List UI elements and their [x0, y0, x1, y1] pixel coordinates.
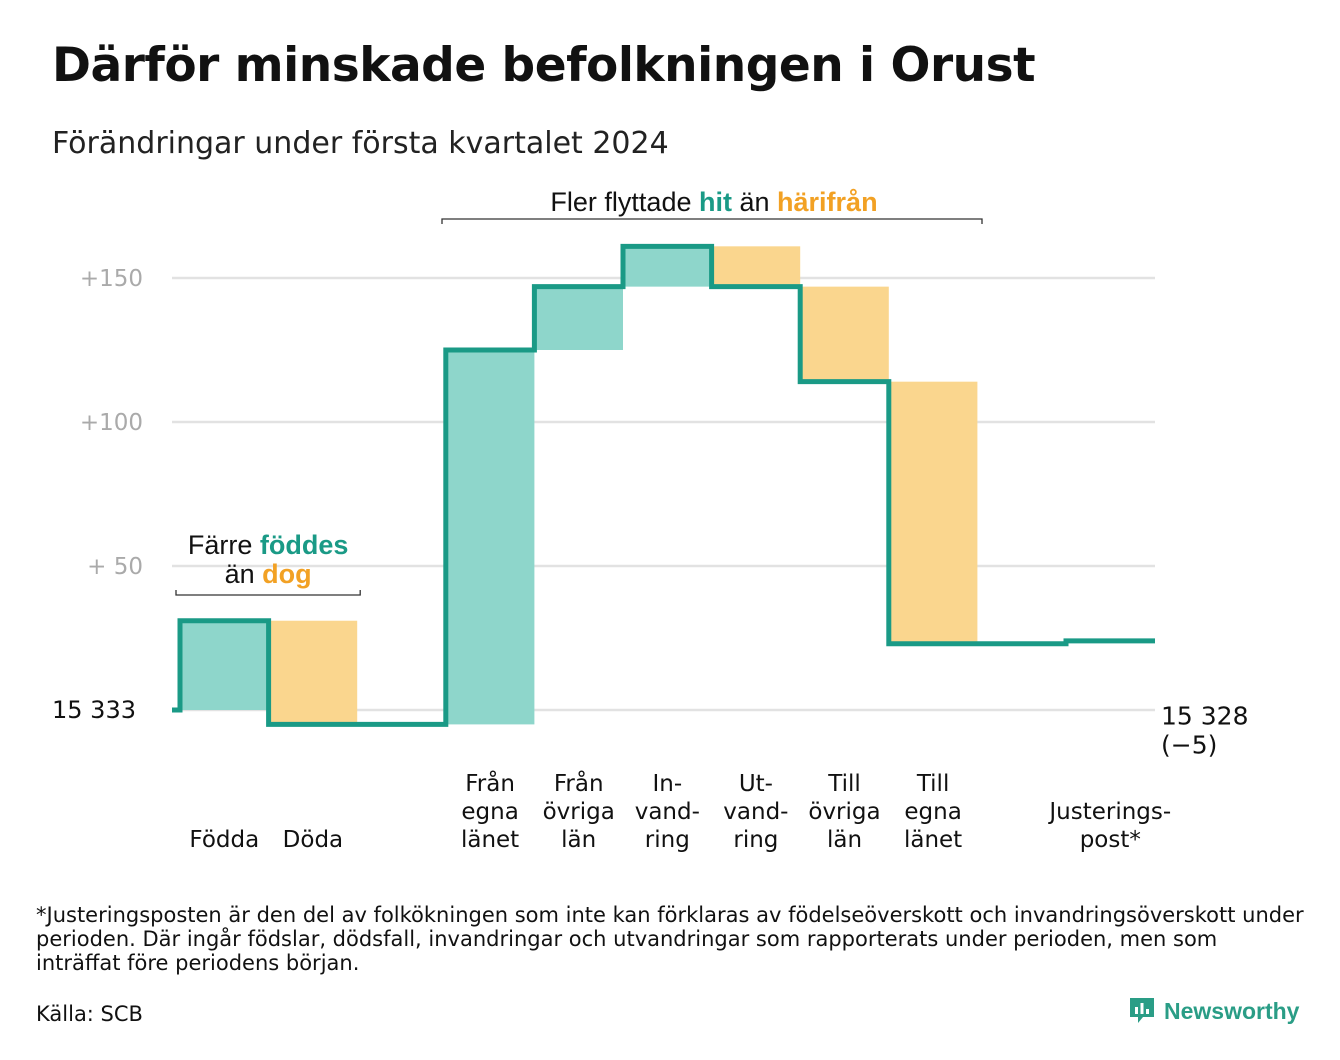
x-category-label: Från [554, 769, 604, 797]
brand-logo[interactable]: Newsworthy [1128, 996, 1299, 1026]
footnote: *Justeringsposten är den del av folkökni… [36, 903, 1304, 975]
x-category-label: egna [461, 799, 518, 825]
bar-in [180, 620, 269, 710]
end-change-label: (−5) [1161, 730, 1217, 759]
x-category-label: vand- [723, 799, 788, 825]
x-axis-labels: 15 333 15 328(−5)Födda DödaFrånegnalänetFr… [52, 696, 1248, 853]
x-category-label: Ut- [739, 771, 773, 797]
brand-name: Newsworthy [1164, 997, 1300, 1024]
x-category-label: övriga [543, 799, 615, 825]
x-category-label: Justerings- [1047, 799, 1171, 825]
bar-out [800, 286, 889, 382]
bar-in [623, 246, 712, 287]
bars [180, 246, 978, 725]
chart-title: Därför minskade befolkningen i Orust [52, 38, 1036, 93]
x-category-label: länet [461, 827, 519, 853]
end-value-label: 15 328 [1161, 701, 1248, 730]
annotation-highlight-in: hit [699, 187, 732, 217]
x-category-label: län [561, 827, 596, 853]
bar-out [268, 620, 358, 725]
annotation-text: än [732, 187, 777, 217]
newsworthy-logo-icon [1130, 998, 1154, 1023]
chart-subtitle: Förändringar under första kvartalet 2024 [52, 126, 669, 161]
bar-in [445, 350, 535, 725]
x-category-label: ring [733, 827, 778, 853]
birth-group-annotation-line2: än dog [225, 559, 312, 589]
y-tick-label: +150 [80, 266, 143, 292]
migration-group-bracket [441, 218, 983, 224]
x-category-label: ring [645, 827, 690, 853]
x-category-label: övriga [808, 799, 880, 825]
x-category-label: Födda [189, 827, 259, 853]
birth-group-bracket [175, 590, 361, 596]
annotation-highlight-in: föddes [260, 530, 349, 560]
cumulative-step-line [172, 243, 1155, 727]
annotation-text: Fler flyttade [550, 187, 699, 217]
x-category-label: post* [1080, 827, 1141, 853]
migration-group-annotation: Fler flyttade hit än härifrån [550, 187, 877, 217]
x-category-label: län [827, 827, 862, 853]
x-category-label: In- [652, 771, 682, 797]
birth-group-annotation-line1: Färre föddes [188, 530, 349, 560]
waterfall-chart: +150 +100 + 50 15 333 15 328(−5) Födda Döda Fr… [52, 187, 1248, 853]
annotation-text: än [225, 559, 263, 589]
x-category-label: Döda [283, 827, 343, 853]
start-value-label: 15 333 [52, 696, 136, 724]
x-category-label: egna [904, 799, 961, 825]
annotation-highlight-out: härifrån [777, 187, 878, 217]
x-category-label: vand- [635, 799, 700, 825]
annotation-highlight-out: dog [262, 559, 311, 589]
bar-in [534, 286, 623, 350]
x-category-label: Från [465, 769, 515, 797]
bar-out [888, 381, 978, 644]
bar-out [711, 246, 801, 287]
x-category-label: Till [916, 771, 950, 797]
y-tick-label: +100 [80, 410, 143, 436]
y-axis-labels: +150 +100 + 50 [80, 266, 143, 580]
y-tick-label: + 50 [87, 554, 143, 580]
x-category-label: Till [827, 771, 861, 797]
source-note: Källa: SCB [36, 1002, 143, 1026]
x-category-label: länet [904, 827, 962, 853]
annotation-text: Färre [188, 530, 260, 560]
step-line [172, 243, 1155, 727]
